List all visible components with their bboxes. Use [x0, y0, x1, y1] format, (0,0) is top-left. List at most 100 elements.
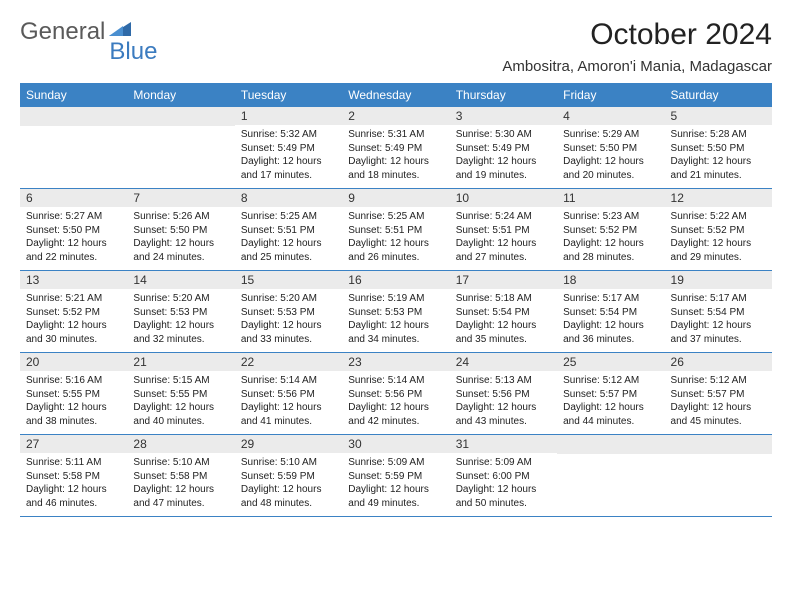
sunset-text: Sunset: 5:56 PM	[456, 388, 551, 402]
day-number: 4	[557, 107, 664, 125]
day-cell: 4Sunrise: 5:29 AMSunset: 5:50 PMDaylight…	[557, 107, 664, 188]
day-cell: 5Sunrise: 5:28 AMSunset: 5:50 PMDaylight…	[665, 107, 772, 188]
day-cell: 27Sunrise: 5:11 AMSunset: 5:58 PMDayligh…	[20, 435, 127, 516]
day-cell: 21Sunrise: 5:15 AMSunset: 5:55 PMDayligh…	[127, 353, 234, 434]
day-number: 16	[342, 271, 449, 289]
sunset-text: Sunset: 5:56 PM	[348, 388, 443, 402]
sunrise-text: Sunrise: 5:12 AM	[563, 374, 658, 388]
day-cell: 8Sunrise: 5:25 AMSunset: 5:51 PMDaylight…	[235, 189, 342, 270]
day-number: 19	[665, 271, 772, 289]
sunset-text: Sunset: 5:58 PM	[26, 470, 121, 484]
day-number: 9	[342, 189, 449, 207]
sunset-text: Sunset: 5:51 PM	[241, 224, 336, 238]
daylight-text: Daylight: 12 hours and 37 minutes.	[671, 319, 766, 346]
day-number: 27	[20, 435, 127, 453]
daylight-text: Daylight: 12 hours and 33 minutes.	[241, 319, 336, 346]
sunset-text: Sunset: 5:56 PM	[241, 388, 336, 402]
day-cell: 2Sunrise: 5:31 AMSunset: 5:49 PMDaylight…	[342, 107, 449, 188]
day-header-wednesday: Wednesday	[342, 83, 449, 107]
daylight-text: Daylight: 12 hours and 27 minutes.	[456, 237, 551, 264]
sunrise-text: Sunrise: 5:23 AM	[563, 210, 658, 224]
sunset-text: Sunset: 5:54 PM	[456, 306, 551, 320]
day-cell: 1Sunrise: 5:32 AMSunset: 5:49 PMDaylight…	[235, 107, 342, 188]
day-header-friday: Friday	[557, 83, 664, 107]
day-header-monday: Monday	[127, 83, 234, 107]
day-body: Sunrise: 5:16 AMSunset: 5:55 PMDaylight:…	[20, 371, 127, 434]
sunrise-text: Sunrise: 5:22 AM	[671, 210, 766, 224]
day-body: Sunrise: 5:20 AMSunset: 5:53 PMDaylight:…	[127, 289, 234, 352]
header: General Blue October 2024 Ambositra, Amo…	[20, 18, 772, 75]
week-row: 27Sunrise: 5:11 AMSunset: 5:58 PMDayligh…	[20, 435, 772, 517]
day-number: 20	[20, 353, 127, 371]
daylight-text: Daylight: 12 hours and 19 minutes.	[456, 155, 551, 182]
daylight-text: Daylight: 12 hours and 50 minutes.	[456, 483, 551, 510]
day-body: Sunrise: 5:24 AMSunset: 5:51 PMDaylight:…	[450, 207, 557, 270]
day-body: Sunrise: 5:11 AMSunset: 5:58 PMDaylight:…	[20, 453, 127, 516]
sunset-text: Sunset: 5:55 PM	[26, 388, 121, 402]
day-number: 30	[342, 435, 449, 453]
day-number-empty	[20, 107, 127, 126]
day-cell: 9Sunrise: 5:25 AMSunset: 5:51 PMDaylight…	[342, 189, 449, 270]
daylight-text: Daylight: 12 hours and 41 minutes.	[241, 401, 336, 428]
week-row: 6Sunrise: 5:27 AMSunset: 5:50 PMDaylight…	[20, 189, 772, 271]
day-number: 24	[450, 353, 557, 371]
day-body: Sunrise: 5:29 AMSunset: 5:50 PMDaylight:…	[557, 125, 664, 188]
day-cell: 30Sunrise: 5:09 AMSunset: 5:59 PMDayligh…	[342, 435, 449, 516]
day-body: Sunrise: 5:13 AMSunset: 5:56 PMDaylight:…	[450, 371, 557, 434]
day-number: 14	[127, 271, 234, 289]
day-body: Sunrise: 5:12 AMSunset: 5:57 PMDaylight:…	[557, 371, 664, 434]
day-header-tuesday: Tuesday	[235, 83, 342, 107]
daylight-text: Daylight: 12 hours and 44 minutes.	[563, 401, 658, 428]
day-cell: 16Sunrise: 5:19 AMSunset: 5:53 PMDayligh…	[342, 271, 449, 352]
week-row: 20Sunrise: 5:16 AMSunset: 5:55 PMDayligh…	[20, 353, 772, 435]
day-number: 17	[450, 271, 557, 289]
sunrise-text: Sunrise: 5:24 AM	[456, 210, 551, 224]
calendar: Sunday Monday Tuesday Wednesday Thursday…	[20, 83, 772, 517]
daylight-text: Daylight: 12 hours and 17 minutes.	[241, 155, 336, 182]
sunrise-text: Sunrise: 5:20 AM	[241, 292, 336, 306]
sunrise-text: Sunrise: 5:14 AM	[348, 374, 443, 388]
day-body: Sunrise: 5:22 AMSunset: 5:52 PMDaylight:…	[665, 207, 772, 270]
day-header-sunday: Sunday	[20, 83, 127, 107]
day-number: 1	[235, 107, 342, 125]
day-cell: 20Sunrise: 5:16 AMSunset: 5:55 PMDayligh…	[20, 353, 127, 434]
daylight-text: Daylight: 12 hours and 30 minutes.	[26, 319, 121, 346]
day-cell	[127, 107, 234, 188]
day-cell: 7Sunrise: 5:26 AMSunset: 5:50 PMDaylight…	[127, 189, 234, 270]
day-body: Sunrise: 5:31 AMSunset: 5:49 PMDaylight:…	[342, 125, 449, 188]
sunset-text: Sunset: 5:49 PM	[348, 142, 443, 156]
day-number: 11	[557, 189, 664, 207]
day-number: 2	[342, 107, 449, 125]
day-cell: 29Sunrise: 5:10 AMSunset: 5:59 PMDayligh…	[235, 435, 342, 516]
sunrise-text: Sunrise: 5:30 AM	[456, 128, 551, 142]
daylight-text: Daylight: 12 hours and 24 minutes.	[133, 237, 228, 264]
day-number: 31	[450, 435, 557, 453]
day-cell	[20, 107, 127, 188]
day-body: Sunrise: 5:15 AMSunset: 5:55 PMDaylight:…	[127, 371, 234, 434]
sunrise-text: Sunrise: 5:18 AM	[456, 292, 551, 306]
sunrise-text: Sunrise: 5:20 AM	[133, 292, 228, 306]
sunrise-text: Sunrise: 5:32 AM	[241, 128, 336, 142]
day-cell: 19Sunrise: 5:17 AMSunset: 5:54 PMDayligh…	[665, 271, 772, 352]
sunrise-text: Sunrise: 5:11 AM	[26, 456, 121, 470]
day-cell: 25Sunrise: 5:12 AMSunset: 5:57 PMDayligh…	[557, 353, 664, 434]
logo: General Blue	[20, 18, 181, 46]
sunset-text: Sunset: 5:52 PM	[671, 224, 766, 238]
day-body: Sunrise: 5:18 AMSunset: 5:54 PMDaylight:…	[450, 289, 557, 352]
week-row: 1 Sunrise: 5:32 AM Sunset: 5:49 PM Daylight…	[20, 107, 772, 189]
sunrise-text: Sunrise: 5:27 AM	[26, 210, 121, 224]
day-number: 29	[235, 435, 342, 453]
daylight-text: Daylight: 12 hours and 43 minutes.	[456, 401, 551, 428]
day-header-saturday: Saturday	[665, 83, 772, 107]
day-cell	[665, 435, 772, 516]
logo-text-blue: Blue	[109, 38, 157, 66]
sunset-text: Sunset: 5:50 PM	[563, 142, 658, 156]
daylight-text: Daylight: 12 hours and 48 minutes.	[241, 483, 336, 510]
day-number: 26	[665, 353, 772, 371]
daylight-text: Daylight: 12 hours and 25 minutes.	[241, 237, 336, 264]
day-cell: 28Sunrise: 5:10 AMSunset: 5:58 PMDayligh…	[127, 435, 234, 516]
sunset-text: Sunset: 5:57 PM	[671, 388, 766, 402]
sunset-text: Sunset: 5:52 PM	[563, 224, 658, 238]
location-label: Ambositra, Amoron'i Mania, Madagascar	[502, 58, 772, 75]
sunset-text: Sunset: 5:53 PM	[133, 306, 228, 320]
